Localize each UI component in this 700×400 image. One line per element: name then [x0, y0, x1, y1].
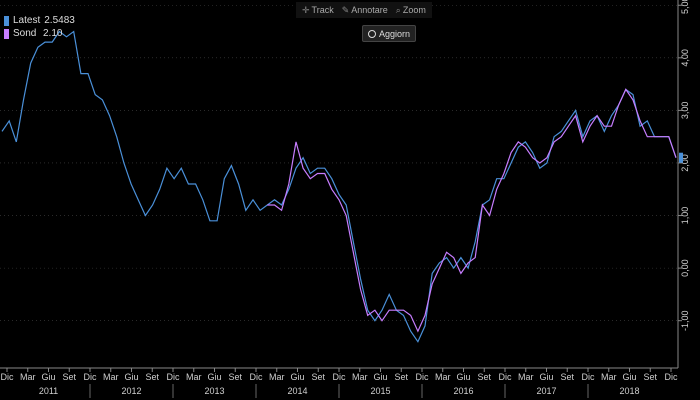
x-year-label: 2014 — [287, 386, 307, 396]
legend-label: Sond — [13, 28, 37, 39]
x-tick-label: Dic — [333, 372, 346, 382]
annotate-label: Annotare — [351, 5, 388, 15]
x-year-label: 2018 — [619, 386, 639, 396]
y-tick-label: -1,00 — [680, 310, 690, 331]
refresh-label: Aggiorn — [379, 28, 411, 39]
y-tick-label: 0,00 — [680, 259, 690, 277]
y-tick-label: 5,00 — [680, 0, 690, 14]
x-tick-label: Mar — [518, 372, 534, 382]
series-group — [1, 30, 677, 343]
x-tick-label: Giu — [207, 372, 221, 382]
refresh-button[interactable]: Aggiorn — [362, 25, 417, 42]
legend-swatch-sond — [4, 28, 9, 39]
crosshair-icon: ✛ — [302, 4, 310, 15]
x-tick-label: Set — [394, 372, 408, 382]
x-tick-label: Mar — [103, 372, 119, 382]
x-tick-label: Set — [145, 372, 159, 382]
x-tick-label: Set — [311, 372, 325, 382]
x-tick-label: Mar — [352, 372, 368, 382]
x-tick-label: Dic — [1, 372, 14, 382]
refresh-icon — [368, 29, 376, 38]
y-tick-label: 1,00 — [680, 207, 690, 225]
x-tick-label: Giu — [622, 372, 636, 382]
y-axis: -1,00 0,00 1,00 2,00 3,00 4,00 5,00 — [677, 0, 690, 368]
x-tick-label: Dic — [167, 372, 180, 382]
x-tick-label: Mar — [186, 372, 202, 382]
y-tick-label: 4,00 — [680, 49, 690, 67]
legend-value: 2.5483 — [44, 15, 75, 26]
x-tick-label: Set — [477, 372, 491, 382]
last-value-marker — [679, 152, 683, 163]
x-tick-label: Giu — [539, 372, 553, 382]
pencil-icon: ✎ — [341, 4, 350, 15]
x-tick-label: Giu — [373, 372, 387, 382]
magnifier-icon: ⌕ — [395, 4, 401, 15]
x-year-label: 2017 — [536, 386, 556, 396]
series-line-latest — [1, 30, 677, 343]
x-tick-label: Dic — [499, 372, 512, 382]
x-tick-label: Set — [560, 372, 574, 382]
x-tick-label: Dic — [416, 372, 429, 382]
legend-item-latest: Latest 2.5483 — [4, 14, 75, 27]
legend-swatch-latest — [4, 15, 9, 26]
x-year-label: 2016 — [453, 386, 473, 396]
x-year-label: 2012 — [121, 386, 141, 396]
x-year-label: 2011 — [39, 386, 58, 396]
track-label: Track — [311, 5, 334, 15]
x-tick-label: Dic — [250, 372, 263, 382]
x-tick-label: Giu — [41, 372, 55, 382]
x-tick-label: Giu — [456, 372, 470, 382]
x-tick-label: Mar — [435, 372, 451, 382]
x-year-label: 2013 — [204, 386, 224, 396]
x-axis: Dic Mar Giu Set Dic Mar Giu Set Dic Mar Giu Set Dic M… — [0, 367, 678, 398]
grid-lines — [0, 4, 678, 321]
series-line-sond — [267, 88, 677, 333]
zoom-button[interactable]: ⌕ Zoom — [396, 2, 426, 18]
x-tick-label: Mar — [269, 372, 285, 382]
x-tick-label: Set — [62, 372, 76, 382]
x-tick-label: Mar — [20, 372, 36, 382]
x-tick-label: Mar — [601, 372, 617, 382]
legend-value: 2.10 — [43, 28, 63, 39]
y-tick-label: 3,00 — [680, 102, 690, 120]
y-tick-label: 2,00 — [680, 154, 690, 172]
legend-item-sond: Sond 2.10 — [4, 27, 75, 40]
x-tick-label: Giu — [290, 372, 304, 382]
x-tick-label: Dic — [665, 372, 678, 382]
chart-toolbar: ✛ Track ✎ Annotare ⌕ Zoom — [296, 2, 432, 18]
zoom-label: Zoom — [402, 5, 426, 15]
x-tick-label: Dic — [582, 372, 595, 382]
x-tick-label: Dic — [84, 372, 97, 382]
x-tick-label: Set — [228, 372, 242, 382]
track-button[interactable]: ✛ Track — [302, 2, 334, 18]
x-year-label: 2015 — [370, 386, 390, 396]
legend: Latest 2.5483 Sond 2.10 — [4, 14, 75, 40]
x-tick-label: Set — [643, 372, 657, 382]
legend-label: Latest — [13, 15, 41, 26]
x-tick-label: Giu — [124, 372, 138, 382]
annotate-button[interactable]: ✎ Annotare — [342, 2, 388, 18]
